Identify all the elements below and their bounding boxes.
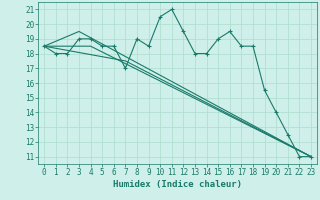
X-axis label: Humidex (Indice chaleur): Humidex (Indice chaleur)	[113, 180, 242, 189]
